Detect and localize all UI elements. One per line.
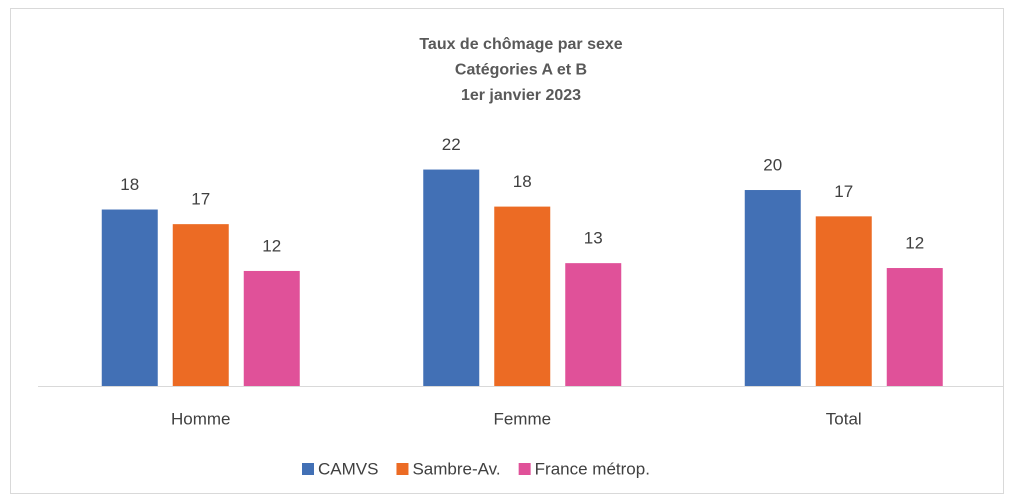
bar: [886, 268, 943, 386]
legend-label: France métrop.: [535, 459, 650, 478]
chart-title: Taux de chômage par sexe: [419, 36, 622, 53]
legend-swatch: [302, 463, 314, 475]
data-label: 18: [120, 175, 139, 194]
x-tick-label: Total: [826, 409, 862, 428]
data-label: 13: [584, 229, 603, 248]
legend-label: Sambre-Av.: [412, 459, 500, 478]
bar: [744, 190, 801, 386]
data-label: 20: [763, 156, 782, 175]
bar: [815, 216, 872, 386]
legend-swatch: [518, 463, 531, 475]
bar: [172, 224, 229, 386]
bar: [423, 169, 480, 386]
x-tick-label: Femme: [493, 409, 551, 428]
data-label: 18: [513, 172, 532, 191]
data-label: 12: [262, 236, 281, 255]
data-label: 17: [834, 182, 853, 201]
x-tick-label: Homme: [171, 409, 231, 428]
legend-label: CAMVS: [318, 459, 378, 478]
bar: [494, 206, 551, 386]
bar: [243, 270, 300, 386]
data-label: 22: [442, 135, 461, 154]
chart-title: 1er janvier 2023: [461, 87, 581, 104]
chart-title: Catégories A et B: [455, 62, 587, 79]
legend-swatch: [396, 463, 409, 475]
bar: [565, 263, 622, 386]
data-label: 12: [905, 234, 924, 253]
data-label: 17: [191, 190, 210, 209]
bar: [101, 209, 158, 386]
